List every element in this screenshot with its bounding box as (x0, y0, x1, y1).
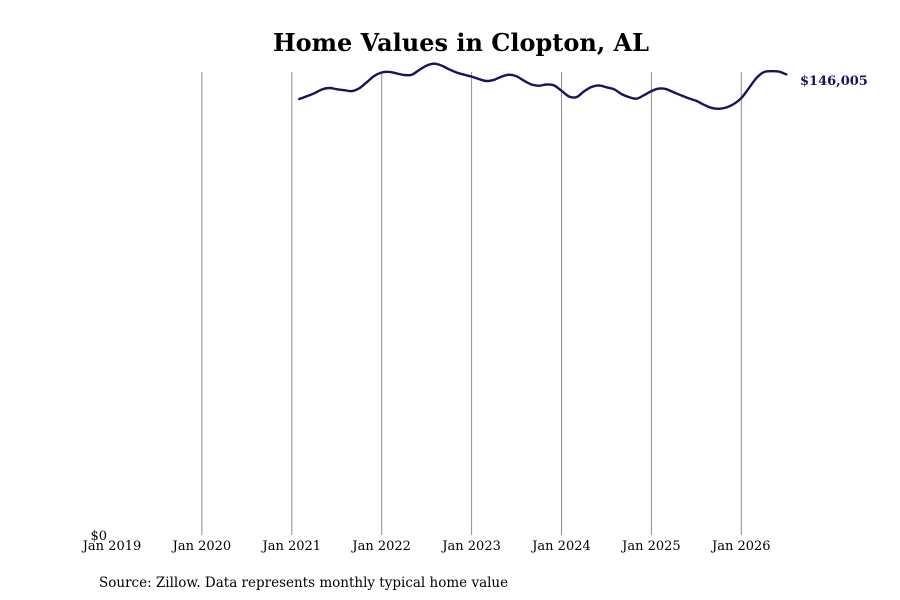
x-axis-tick-labels: Jan 2019 Jan 2020 Jan 2021 Jan 2022 Jan 2023… (81, 539, 771, 554)
grid-lines (201, 72, 742, 535)
x-tick-label-1: Jan 2020 (171, 539, 232, 554)
x-tick-label-7: Jan 2026 (710, 539, 771, 554)
home-value-line (298, 62, 788, 110)
x-tick-label-4: Jan 2023 (440, 539, 501, 554)
y-tick-label-0: $0 (90, 529, 107, 544)
x-tick-label-0: Jan 2019 (81, 539, 142, 554)
source-note: Source: Zillow. Data represents monthly … (99, 575, 508, 591)
x-tick-label-6: Jan 2025 (620, 539, 681, 554)
x-tick-label-3: Jan 2022 (350, 539, 411, 554)
x-tick-label-5: Jan 2024 (530, 539, 591, 554)
x-tick-label-2: Jan 2021 (261, 539, 322, 554)
chart-title: Home Values in Clopton, AL (273, 28, 649, 57)
latest-value-label: $146,005 (800, 74, 868, 89)
